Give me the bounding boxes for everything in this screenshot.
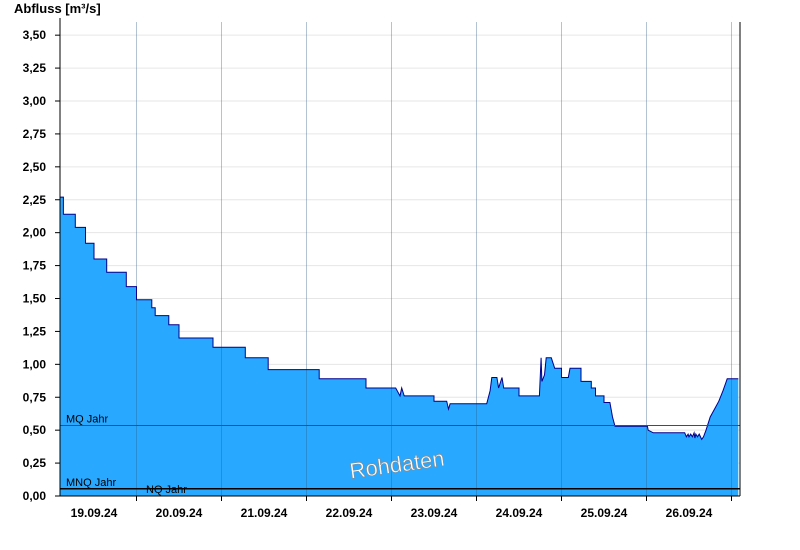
y-tick-label: 3,00	[23, 94, 47, 108]
y-tick-label: 1,25	[23, 324, 47, 338]
y-tick-label: 1,00	[23, 357, 47, 371]
y-tick-label: 3,50	[23, 28, 47, 42]
x-tick-label: 23.09.24	[411, 506, 458, 520]
x-tick-label: 20.09.24	[156, 506, 203, 520]
y-tick-label: 0,50	[23, 423, 47, 437]
x-tick-label: 26.09.24	[666, 506, 713, 520]
y-tick-label: 2,00	[23, 226, 47, 240]
y-tick-label: 2,50	[23, 160, 47, 174]
y-tick-labels: 0,00 0,25 0,50 0,75 1,00 1,25 1,50 1,75 2,00 2,25…	[23, 28, 47, 503]
discharge-area	[60, 197, 739, 496]
y-tick-label: 2,75	[23, 127, 47, 141]
x-tick-label: 21.09.24	[241, 506, 288, 520]
x-tick-label: 24.09.24	[496, 506, 543, 520]
grid	[60, 34, 740, 464]
y-tick-label: 1,75	[23, 259, 47, 273]
axes	[55, 18, 741, 501]
x-tick-label: 22.09.24	[326, 506, 373, 520]
y-tick-label: 0,00	[23, 489, 47, 503]
y-tick-label: 0,75	[23, 390, 47, 404]
day-separators	[136, 22, 732, 496]
discharge-line	[60, 196, 739, 441]
mnq-label: MNQ Jahr	[66, 477, 116, 489]
y-tick-label: 3,25	[23, 61, 47, 75]
x-tick-label: 19.09.24	[71, 506, 118, 520]
x-tick-labels: 19.09.24 20.09.24 21.09.24 22.09.24 23.09.24…	[71, 506, 713, 520]
nq-label: NQ Jahr	[146, 484, 187, 496]
y-axis-title: Abfluss [m³/s]	[14, 1, 101, 16]
y-tick-label: 2,25	[23, 193, 47, 207]
y-tick-label: 0,25	[23, 456, 47, 470]
reference-lines: MQ Jahr MNQ Jahr NQ Jahr	[60, 414, 740, 496]
x-tick-label: 25.09.24	[581, 506, 628, 520]
mq-label: MQ Jahr	[66, 414, 109, 426]
y-tick-label: 1,50	[23, 292, 47, 306]
